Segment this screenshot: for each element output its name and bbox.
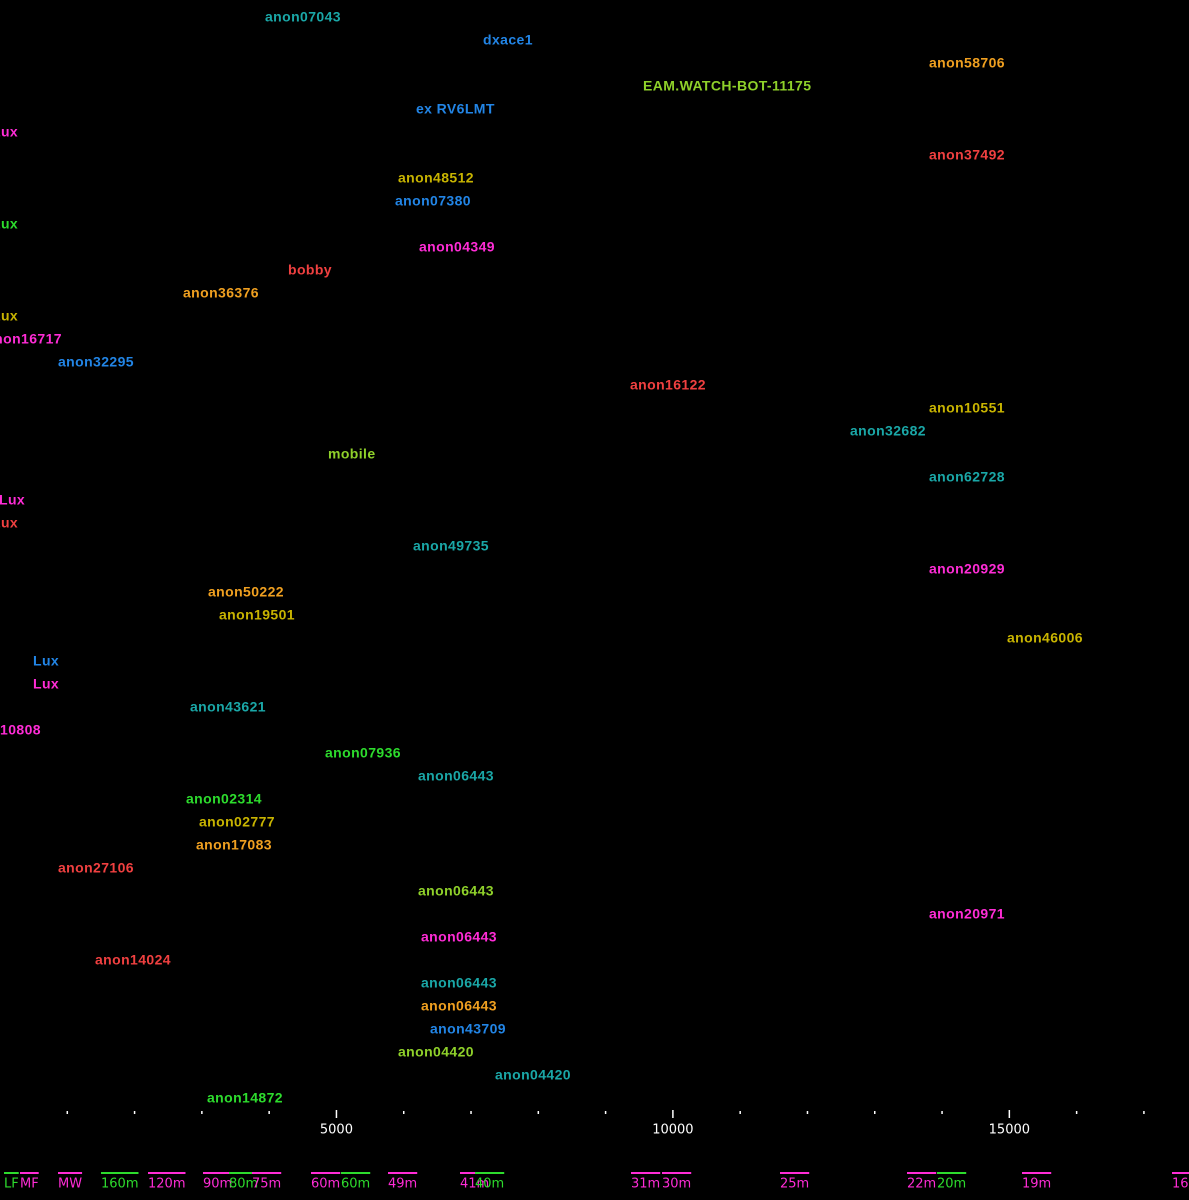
station-label[interactable]: anon07380 xyxy=(395,193,471,209)
band-label[interactable]: MW xyxy=(58,1177,82,1192)
band-label[interactable]: 19m xyxy=(1022,1177,1051,1192)
band-label[interactable]: 20m xyxy=(937,1177,966,1192)
tick-label: 15000 xyxy=(989,1123,1030,1138)
station-label[interactable]: anon43709 xyxy=(430,1021,506,1037)
station-label[interactable]: dxace1 xyxy=(483,32,533,48)
station-label[interactable]: anon16717 xyxy=(0,331,62,347)
station-label[interactable]: anon07936 xyxy=(325,745,401,761)
station-label[interactable]: mobile xyxy=(328,446,376,462)
station-label[interactable]: Lux xyxy=(0,216,18,232)
station-label[interactable]: anon04420 xyxy=(495,1067,571,1083)
station-label[interactable]: anon04349 xyxy=(419,239,495,255)
station-label[interactable]: anon58706 xyxy=(929,55,1005,71)
station-label[interactable]: anon06443 xyxy=(418,883,494,899)
station-label[interactable]: anon14872 xyxy=(207,1090,283,1106)
station-label[interactable]: anon07043 xyxy=(265,9,341,25)
station-label[interactable]: anon50222 xyxy=(208,584,284,600)
band-label[interactable]: 90m xyxy=(203,1177,232,1192)
band-label[interactable]: 25m xyxy=(780,1177,809,1192)
band-label[interactable]: 16m xyxy=(1172,1177,1189,1192)
station-label[interactable]: anon49735 xyxy=(413,538,489,554)
band-label[interactable]: 41m xyxy=(460,1177,489,1192)
station-label[interactable]: anon10551 xyxy=(929,400,1005,416)
station-label[interactable]: ex RV6LMT xyxy=(416,101,495,117)
band-label[interactable]: 30m xyxy=(662,1177,691,1192)
station-label[interactable]: Lux xyxy=(0,492,25,508)
station-label[interactable]: anon19501 xyxy=(219,607,295,623)
band-label[interactable]: 120m xyxy=(148,1177,185,1192)
station-label[interactable]: anon06443 xyxy=(418,768,494,784)
station-label[interactable]: anon02777 xyxy=(199,814,275,830)
band-label[interactable]: 80m xyxy=(229,1177,258,1192)
station-label[interactable]: anon20971 xyxy=(929,906,1005,922)
station-label[interactable]: anon62728 xyxy=(929,469,1005,485)
band-label[interactable]: 22m xyxy=(907,1177,936,1192)
band-label[interactable]: 75m xyxy=(252,1177,281,1192)
station-label[interactable]: anon16122 xyxy=(630,377,706,393)
station-label[interactable]: Lux xyxy=(0,515,18,531)
station-label[interactable]: bobby xyxy=(288,262,332,278)
station-label[interactable]: anon20929 xyxy=(929,561,1005,577)
band-label[interactable]: 160m xyxy=(101,1177,138,1192)
band-label[interactable]: 49m xyxy=(388,1177,417,1192)
station-label[interactable]: anon17083 xyxy=(196,837,272,853)
station-label[interactable]: Lux xyxy=(0,308,18,324)
tick-label: 10000 xyxy=(652,1123,693,1138)
station-label[interactable]: EAM.WATCH-BOT-11175 xyxy=(643,78,811,94)
station-label[interactable]: anon04420 xyxy=(398,1044,474,1060)
station-label[interactable]: anon32295 xyxy=(58,354,134,370)
station-label[interactable]: anon27106 xyxy=(58,860,134,876)
band-label[interactable]: 40m xyxy=(475,1177,504,1192)
band-label[interactable]: LF xyxy=(4,1177,19,1192)
station-label[interactable]: anon06443 xyxy=(421,975,497,991)
station-label[interactable]: Lux xyxy=(33,676,59,692)
station-label[interactable]: anon02314 xyxy=(186,791,262,807)
band-label[interactable]: 31m xyxy=(631,1177,660,1192)
station-label[interactable]: anon32682 xyxy=(850,423,926,439)
band-label[interactable]: MF xyxy=(20,1177,39,1192)
station-label[interactable]: Lux xyxy=(33,653,59,669)
station-label[interactable]: anon06443 xyxy=(421,998,497,1014)
station-label[interactable]: anon36376 xyxy=(183,285,259,301)
station-label[interactable]: anon43621 xyxy=(190,699,266,715)
station-label[interactable]: anon14024 xyxy=(95,952,171,968)
tick-label: 5000 xyxy=(320,1123,353,1138)
station-label[interactable]: anon06443 xyxy=(421,929,497,945)
band-label[interactable]: 60m xyxy=(341,1177,370,1192)
station-label[interactable]: anon48512 xyxy=(398,170,474,186)
station-label[interactable]: anon37492 xyxy=(929,147,1005,163)
station-label[interactable]: anon10808 xyxy=(0,722,41,738)
band-label[interactable]: 60m xyxy=(311,1177,340,1192)
station-label[interactable]: Lux xyxy=(0,124,18,140)
station-label[interactable]: anon46006 xyxy=(1007,630,1083,646)
